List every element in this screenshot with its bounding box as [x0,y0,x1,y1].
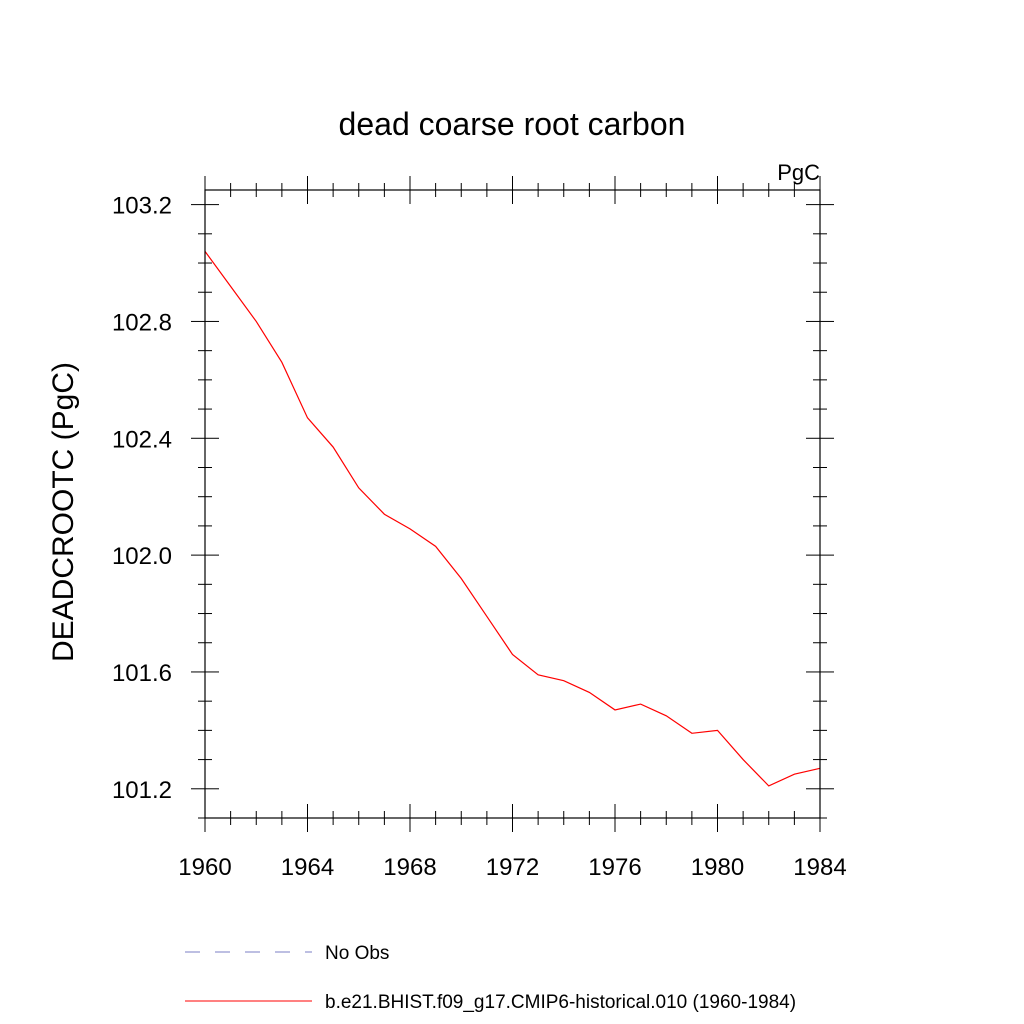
y-tick-label: 102.4 [112,426,172,453]
x-tick-label: 1964 [281,854,334,881]
plot-frame [204,189,821,819]
x-tick-label: 1984 [793,854,846,881]
y-axis-label: DEADCROOTC (PgC) [47,362,80,662]
y-tick-label: 101.2 [112,777,172,804]
x-tick-label: 1976 [588,854,641,881]
x-tick-label: 1972 [486,854,539,881]
legend: No Obs b.e21.BHIST.f09_g17.CMIP6-histori… [185,943,796,1013]
series-line-1 [204,250,821,787]
series-layer [204,250,821,787]
x-tick-label: 1968 [383,854,436,881]
x-tick-label: 1980 [691,854,744,881]
axis-ticks [191,176,834,832]
chart-title: dead coarse root carbon [339,106,686,142]
y-tick-label: 103.2 [112,193,172,220]
x-tick-label: 1960 [178,854,231,881]
units-label: PgC [777,160,820,185]
legend-label-no-obs: No Obs [325,943,389,964]
y-tick-label: 102.0 [112,543,172,570]
y-tick-label: 102.8 [112,309,172,336]
legend-label-historical: b.e21.BHIST.f09_g17.CMIP6-historical.010… [325,992,796,1013]
y-tick-label: 101.6 [112,660,172,687]
tick-labels: 1960 1964 1968 1972 1976 1980 1984 101.2 101.6 10… [112,193,847,881]
